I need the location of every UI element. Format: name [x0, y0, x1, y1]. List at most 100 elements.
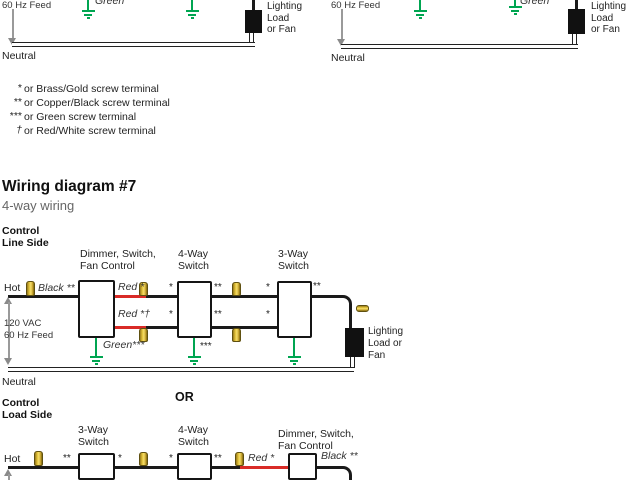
traveler-wire [212, 295, 278, 298]
terminal-mark: ** [313, 281, 321, 292]
wire-nut-icon [235, 452, 244, 466]
neutral-label: Neutral [2, 50, 36, 62]
red-wire [115, 326, 146, 329]
three-way-switch-box [78, 453, 115, 480]
load-wire [338, 295, 352, 309]
legend-item: ** or Copper/Black screw terminal [0, 96, 170, 109]
traveler-wire [212, 326, 278, 329]
four-way-box-label: 4-Way [178, 248, 208, 260]
black-wire [349, 475, 352, 480]
ground-wire [87, 0, 89, 10]
wire-nut-icon [26, 281, 35, 296]
page-subtitle: 4-way wiring [2, 198, 75, 213]
four-way-switch-box [177, 453, 212, 480]
feed-line [8, 474, 10, 480]
terminal-mark: * [169, 282, 173, 293]
ground-icon [187, 356, 201, 365]
arrow-up-icon [4, 469, 12, 476]
wire-nut-icon [356, 305, 369, 312]
ground-icon [287, 356, 301, 365]
load-wire [252, 0, 255, 11]
neutral-label: Neutral [2, 376, 36, 388]
black-wire-label: Black ** [38, 282, 75, 294]
hot-wire [8, 295, 78, 298]
terminal-mark: * [266, 309, 270, 320]
page-title: Wiring diagram #7 [2, 178, 137, 195]
green-wire-label: Green [95, 0, 125, 7]
ground-wire [193, 338, 195, 356]
ground-icon [81, 10, 95, 19]
ground-icon [508, 6, 522, 15]
four-way-switch-box [177, 281, 212, 338]
neutral-wire [572, 34, 577, 44]
wire-nut-icon [139, 452, 148, 466]
wire-nut-icon [34, 451, 43, 466]
three-way-box-label: 3-Way [278, 248, 308, 260]
ground-wire [419, 0, 421, 10]
arrow-down-icon [4, 358, 12, 365]
black-wire [338, 466, 352, 480]
dimmer-box [288, 453, 317, 480]
black-wire-label: Black ** [321, 450, 358, 462]
traveler-wire [146, 326, 178, 329]
ground-icon [185, 10, 199, 19]
four-way-box-label: 4-Way [178, 424, 208, 436]
traveler-wire [115, 466, 178, 469]
terminal-mark: ** [214, 282, 222, 293]
terminal-mark: * [118, 453, 122, 464]
three-way-box-label: 3-Way [78, 424, 108, 436]
four-way-box-label: Switch [178, 436, 209, 448]
traveler-wire [212, 466, 240, 469]
arrow-down-icon [8, 38, 16, 45]
terminal-mark: ** [214, 453, 222, 464]
feed-line [341, 9, 343, 41]
lighting-load [568, 9, 585, 34]
neutral-label: Neutral [331, 52, 365, 64]
voltage-label: 120 VAC [4, 318, 42, 329]
feed-label: 60 Hz Feed [2, 0, 52, 11]
dimmer-box [78, 280, 115, 338]
dimmer-box-label: Dimmer, Switch, [278, 428, 354, 440]
four-way-box-label: Switch [178, 260, 209, 272]
three-way-box-label: Switch [278, 260, 309, 272]
neutral-wire [341, 44, 578, 49]
terminal-mark: * [169, 453, 173, 464]
asterisk-symbol: *** [9, 110, 22, 122]
terminal-mark: ** [214, 309, 222, 320]
ground-icon [413, 10, 427, 19]
three-way-box-label: Switch [78, 436, 109, 448]
dagger-symbol: † [16, 124, 22, 136]
red-wire [115, 295, 146, 298]
black-wire [316, 466, 340, 469]
ground-wire [95, 338, 97, 356]
dimmer-box-label: Fan Control [278, 440, 333, 452]
red-wire-label: Red * [248, 452, 275, 464]
green-wire-label: Green*** [103, 339, 145, 351]
dimmer-box-label: Fan Control [80, 260, 135, 272]
neutral-wire [350, 357, 355, 368]
hot-label: Hot [4, 282, 21, 294]
red-wire [240, 466, 289, 469]
red-wire-label: Red *† [118, 308, 151, 320]
ground-icon [89, 356, 103, 365]
wire-nut-icon [139, 282, 148, 296]
section-label-control-load-side: Control [2, 397, 40, 409]
wire-nut-icon [232, 282, 241, 296]
feed-label: 60 Hz Feed [4, 330, 54, 341]
terminal-mark: ** [63, 453, 71, 464]
ground-wire [514, 0, 516, 6]
load-wire [312, 295, 340, 298]
load-label: Lighting Load or Fan [591, 1, 627, 35]
hot-wire [8, 466, 78, 469]
section-label-control-line-side: Control [2, 225, 40, 237]
legend-item: † or Red/White screw terminal [0, 124, 156, 137]
section-label-control-line-side: Line Side [2, 237, 49, 249]
section-label-control-load-side: Load Side [2, 409, 53, 421]
lighting-load [245, 10, 262, 33]
three-way-switch-box [277, 281, 312, 338]
neutral-wire [8, 367, 354, 372]
or-separator: OR [175, 390, 194, 404]
neutral-wire [12, 42, 255, 47]
load-wire [349, 304, 352, 328]
neutral-wire [249, 32, 254, 42]
